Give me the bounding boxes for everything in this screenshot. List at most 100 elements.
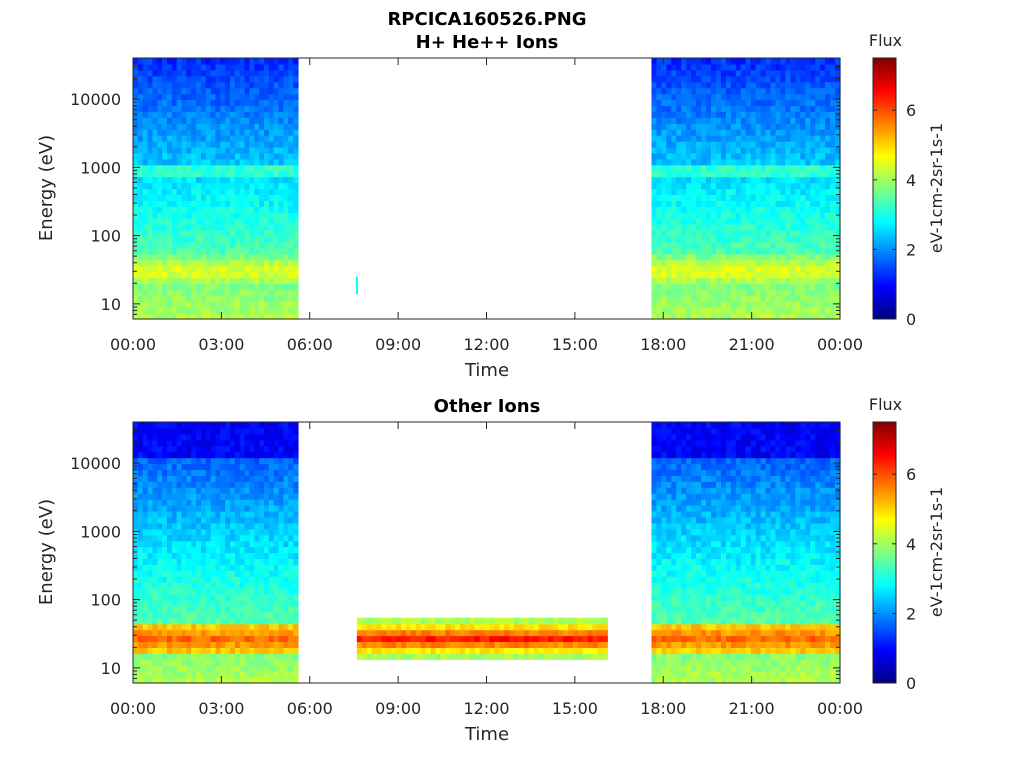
flux-cell xyxy=(157,117,163,124)
flux-cell xyxy=(210,582,217,589)
flux-cell xyxy=(765,253,772,261)
flux-cell xyxy=(780,99,787,107)
flux-cell xyxy=(293,653,299,660)
flux-cell xyxy=(820,176,826,184)
flux-cell xyxy=(264,164,270,172)
x-tick-label: 21:00 xyxy=(729,335,775,354)
flux-cell xyxy=(225,499,231,506)
flux-cell xyxy=(244,445,251,453)
flux-cell xyxy=(259,313,265,320)
flux-cell xyxy=(815,63,821,71)
flux-cell xyxy=(181,481,187,488)
flux-cell xyxy=(730,123,737,130)
flux-cell xyxy=(181,212,187,219)
flux-cell xyxy=(474,623,481,631)
flux-cell xyxy=(479,647,486,654)
flux-cell xyxy=(656,247,662,255)
flux-cell xyxy=(210,516,217,524)
flux-cell xyxy=(142,176,149,184)
flux-cell xyxy=(820,235,826,243)
flux-cell xyxy=(205,218,212,225)
flux-cell xyxy=(176,671,183,678)
flux-cell xyxy=(147,558,154,565)
flux-cell xyxy=(278,505,285,512)
flux-cell xyxy=(166,307,173,314)
flux-cell xyxy=(671,141,677,148)
flux-cell xyxy=(730,218,737,225)
flux-cell xyxy=(415,629,422,637)
flux-cell xyxy=(283,235,289,243)
flux-cell xyxy=(415,647,422,654)
flux-cell xyxy=(133,546,139,554)
flux-cell xyxy=(706,265,712,273)
flux-cell xyxy=(210,87,217,95)
flux-cell xyxy=(273,141,280,148)
flux-cell xyxy=(142,487,149,494)
flux-cell xyxy=(666,206,672,213)
flux-cell xyxy=(200,200,207,207)
flux-cell xyxy=(696,313,702,320)
flux-cell xyxy=(215,271,221,279)
flux-cell xyxy=(239,152,246,160)
flux-cell xyxy=(191,463,197,471)
flux-cell xyxy=(464,653,471,660)
flux-cell xyxy=(181,475,187,482)
flux-cell xyxy=(249,659,255,666)
flux-cell xyxy=(147,93,154,101)
flux-cell xyxy=(735,93,742,101)
flux-cell xyxy=(254,129,260,136)
flux-cell xyxy=(288,475,294,482)
flux-cell xyxy=(166,58,173,65)
flux-cell xyxy=(830,93,836,101)
flux-cell xyxy=(181,206,187,213)
flux-cell xyxy=(430,629,437,637)
flux-cell xyxy=(239,457,246,465)
flux-cell xyxy=(830,253,836,261)
flux-cell xyxy=(264,665,270,672)
flux-cell xyxy=(230,439,236,447)
flux-cell xyxy=(795,129,801,136)
flux-cell xyxy=(835,289,841,296)
flux-cell xyxy=(191,230,197,237)
flux-cell xyxy=(800,158,806,166)
flux-cell xyxy=(133,647,139,654)
flux-cell xyxy=(760,129,767,136)
flux-cell xyxy=(259,534,265,542)
flux-cell xyxy=(740,235,747,243)
flux-cell xyxy=(720,295,727,302)
flux-cell xyxy=(249,641,255,649)
flux-cell xyxy=(288,224,294,231)
flux-cell xyxy=(273,570,280,577)
flux-cell xyxy=(239,235,246,243)
flux-cell xyxy=(283,241,289,249)
flux-cell xyxy=(775,206,782,213)
colorbar-tick-label: 4 xyxy=(906,171,916,190)
flux-cell xyxy=(137,81,144,89)
flux-cell xyxy=(230,259,236,267)
flux-cell xyxy=(239,671,246,678)
flux-cell xyxy=(825,235,831,243)
flux-cell xyxy=(186,594,192,601)
flux-cell xyxy=(391,617,397,625)
flux-cell xyxy=(264,546,270,554)
flux-cell xyxy=(765,58,772,65)
flux-cell xyxy=(205,170,212,178)
flux-cell xyxy=(171,647,178,654)
flux-cell xyxy=(200,594,207,601)
flux-cell xyxy=(750,313,757,320)
flux-cell xyxy=(234,141,241,148)
flux-cell xyxy=(681,135,687,142)
flux-cell xyxy=(293,445,299,453)
flux-cell xyxy=(152,253,158,261)
flux-cell xyxy=(435,629,441,637)
flux-cell xyxy=(750,200,757,207)
flux-cell xyxy=(785,129,791,136)
flux-cell xyxy=(825,253,831,261)
flux-cell xyxy=(283,58,289,65)
flux-cell xyxy=(152,230,158,237)
flux-cell xyxy=(711,265,717,273)
flux-cell xyxy=(651,111,658,118)
flux-cell xyxy=(181,105,187,112)
flux-cell xyxy=(264,617,270,625)
flux-cell xyxy=(176,146,183,154)
